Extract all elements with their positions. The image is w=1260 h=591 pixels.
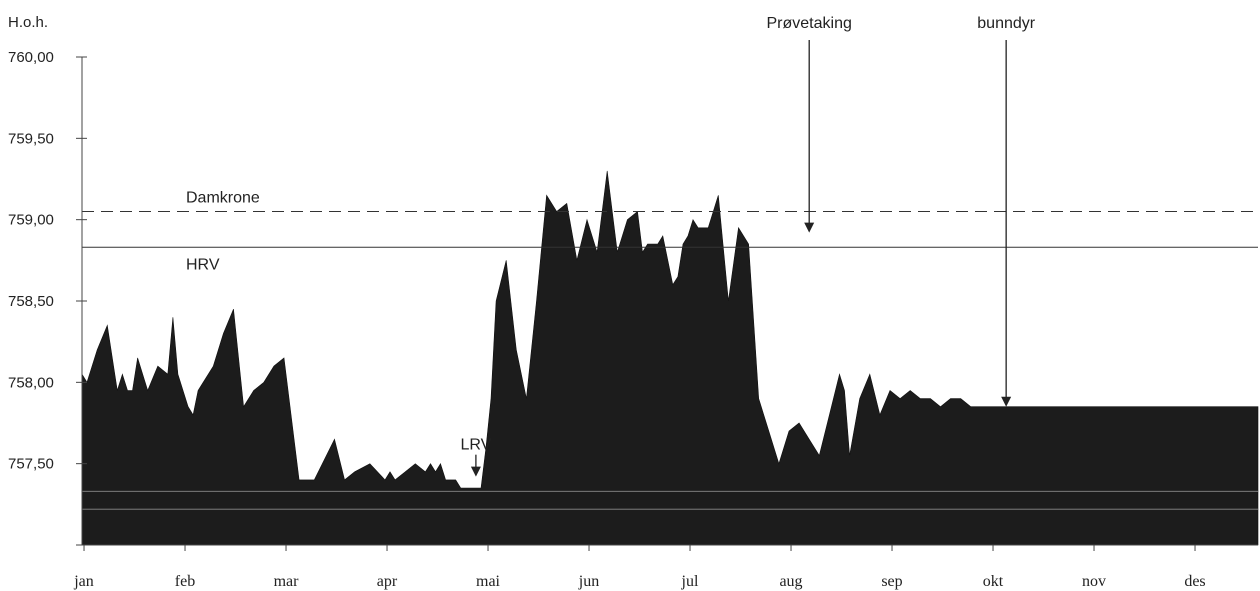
ref-label-hrv: HRV (186, 256, 220, 273)
annotations: LRV Prøvetaking bunndyr (460, 15, 1036, 477)
x-tick-label: feb (175, 573, 195, 590)
x-tick-label: des (1184, 573, 1205, 590)
x-tick-label: jan (73, 573, 94, 590)
annotation-pr-vetaking: Prøvetaking (767, 15, 852, 32)
x-tick-label: apr (377, 573, 398, 590)
x-tick-label: mai (476, 573, 501, 590)
reference-lines-layer: Damkrone HRV (82, 190, 1258, 510)
x-ticks: jan feb mar apr mai jun jul aug sep okt nov des (73, 545, 1206, 590)
y-tick-label: 759,50 (8, 130, 54, 147)
x-tick-label: aug (779, 573, 802, 590)
annotation-lrv: LRV (460, 437, 491, 454)
y-ticks: 760,00 759,50 759,00 758,50 758,00 757,50 (8, 49, 87, 546)
y-tick-label: 759,00 (8, 212, 54, 229)
data-area-layer (81, 170, 1259, 546)
y-tick-label: 757,50 (8, 456, 54, 473)
ref-label-damkrone: Damkrone (186, 190, 260, 207)
water-level-area (81, 170, 1259, 546)
y-tick-label: 758,00 (8, 374, 54, 391)
y-axis-label: H.o.h. (8, 14, 48, 31)
annotation-arrowhead-bunndyr (1001, 396, 1012, 407)
annotation-arrowhead-lrv (470, 466, 481, 477)
x-tick-label: mar (274, 573, 300, 590)
annotation-bunndyr: bunndyr (977, 15, 1035, 32)
x-tick-label: okt (983, 573, 1004, 590)
x-tick-label: jun (578, 573, 599, 590)
y-tick-label: 760,00 (8, 49, 54, 66)
x-tick-label: sep (881, 573, 902, 590)
x-tick-label: nov (1082, 573, 1106, 590)
x-tick-label: jul (681, 573, 699, 590)
y-tick-label: 758,50 (8, 293, 54, 310)
annotation-arrowhead-pr-vetaking (804, 222, 815, 233)
